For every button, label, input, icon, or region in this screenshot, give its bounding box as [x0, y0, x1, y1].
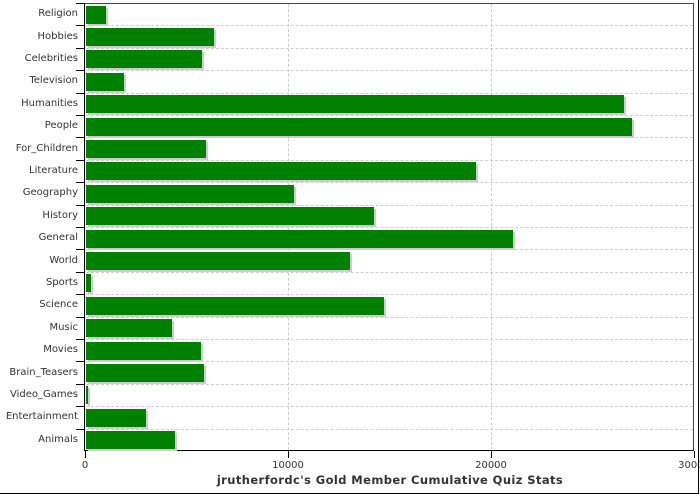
- bar-hobbies: [86, 27, 214, 46]
- bar-general: [86, 229, 513, 248]
- horizontal-gridline: [86, 294, 693, 296]
- bar-for_children: [86, 139, 206, 158]
- y-axis-label: For_Children: [15, 142, 78, 154]
- bar-religion: [86, 5, 106, 24]
- horizontal-gridline: [86, 249, 693, 251]
- x-axis-tick: [288, 451, 289, 458]
- bar-world: [86, 251, 350, 270]
- y-axis-label: Television: [29, 75, 78, 87]
- y-axis-label: Video_Games: [10, 389, 78, 400]
- y-axis-tick: [76, 428, 85, 430]
- bar-video_games: [86, 386, 88, 405]
- x-axis-tick-label: 10000: [272, 460, 304, 471]
- bar-entertainment: [86, 408, 146, 427]
- x-axis-tick-label: 20000: [475, 460, 507, 471]
- y-axis-tick: [76, 249, 85, 251]
- y-axis-tick: [76, 383, 85, 385]
- bar-humanities: [86, 95, 624, 114]
- bar-history: [86, 207, 374, 226]
- y-axis-tick: [76, 316, 85, 318]
- y-axis-label: General: [38, 232, 78, 244]
- horizontal-gridline: [86, 383, 693, 385]
- y-axis-label: World: [49, 254, 78, 266]
- horizontal-gridline: [86, 339, 693, 340]
- horizontal-gridline: [86, 115, 693, 116]
- y-axis-label: Movies: [43, 344, 78, 356]
- bar-animals: [86, 431, 175, 450]
- bar-sports: [86, 274, 91, 293]
- y-axis-label: People: [44, 120, 78, 132]
- x-axis-tick-label: 0: [81, 460, 89, 471]
- y-axis-tick: [76, 182, 85, 184]
- horizontal-gridline: [86, 361, 693, 363]
- y-axis-tick: [76, 204, 85, 206]
- horizontal-gridline: [86, 227, 693, 228]
- vertical-gridline: [491, 4, 492, 450]
- y-axis-tick: [76, 159, 85, 161]
- y-axis-tick: [76, 339, 85, 340]
- y-axis-label: Science: [39, 299, 78, 311]
- horizontal-gridline: [86, 428, 693, 430]
- y-axis-tick: [76, 137, 85, 139]
- bar-science: [86, 296, 384, 315]
- y-axis-label: Sports: [45, 277, 78, 288]
- x-axis-tick-label: 30000: [678, 460, 700, 471]
- image-border-right: [698, 0, 699, 494]
- horizontal-gridline: [86, 70, 693, 72]
- bar-brain_teasers: [86, 363, 204, 382]
- horizontal-gridline: [86, 47, 693, 49]
- y-axis-label: History: [42, 209, 78, 221]
- bar-celebrities: [86, 50, 202, 69]
- bar-television: [86, 72, 124, 91]
- y-axis-tick: [76, 92, 85, 94]
- y-axis-tick: [76, 115, 85, 116]
- horizontal-gridline: [86, 204, 693, 206]
- y-axis-label: Music: [49, 321, 78, 333]
- horizontal-gridline: [86, 159, 693, 161]
- y-axis-tick: [76, 294, 85, 296]
- x-axis-tick: [694, 451, 695, 458]
- bar-people: [86, 117, 632, 136]
- y-axis-label: Entertainment: [5, 411, 78, 423]
- image-border-bottom: [0, 493, 699, 494]
- horizontal-gridline: [86, 316, 693, 318]
- x-axis-tick: [491, 451, 492, 458]
- y-axis-label: Hobbies: [37, 30, 78, 42]
- y-axis-tick: [76, 361, 85, 363]
- y-axis-tick: [76, 3, 85, 4]
- y-axis-tick: [76, 70, 85, 72]
- y-axis-tick: [76, 271, 85, 273]
- horizontal-gridline: [86, 271, 693, 273]
- horizontal-gridline: [86, 92, 693, 94]
- horizontal-gridline: [86, 137, 693, 139]
- horizontal-gridline: [86, 182, 693, 184]
- horizontal-gridline: [86, 406, 693, 408]
- y-axis-label: Religion: [38, 8, 78, 20]
- y-axis-tick: [76, 25, 85, 27]
- y-axis-label: Animals: [38, 433, 78, 445]
- x-axis-tick: [85, 451, 86, 458]
- y-axis-tick: [76, 47, 85, 49]
- bar-geography: [86, 184, 294, 203]
- y-axis-label: Humanities: [21, 97, 78, 109]
- y-axis-label: Literature: [29, 165, 78, 176]
- horizontal-gridline: [86, 25, 693, 27]
- bar-literature: [86, 162, 476, 181]
- chart-title: jrutherfordc's Gold Member Cumulative Qu…: [216, 473, 564, 487]
- y-axis-label: Celebrities: [24, 53, 78, 64]
- bar-music: [86, 319, 172, 338]
- y-axis-tick: [76, 227, 85, 228]
- y-axis-label: Geography: [22, 187, 78, 199]
- vertical-gridline: [288, 4, 289, 450]
- y-axis-label: Brain_Teasers: [9, 366, 78, 378]
- y-axis-tick: [76, 406, 85, 408]
- bar-movies: [86, 341, 201, 360]
